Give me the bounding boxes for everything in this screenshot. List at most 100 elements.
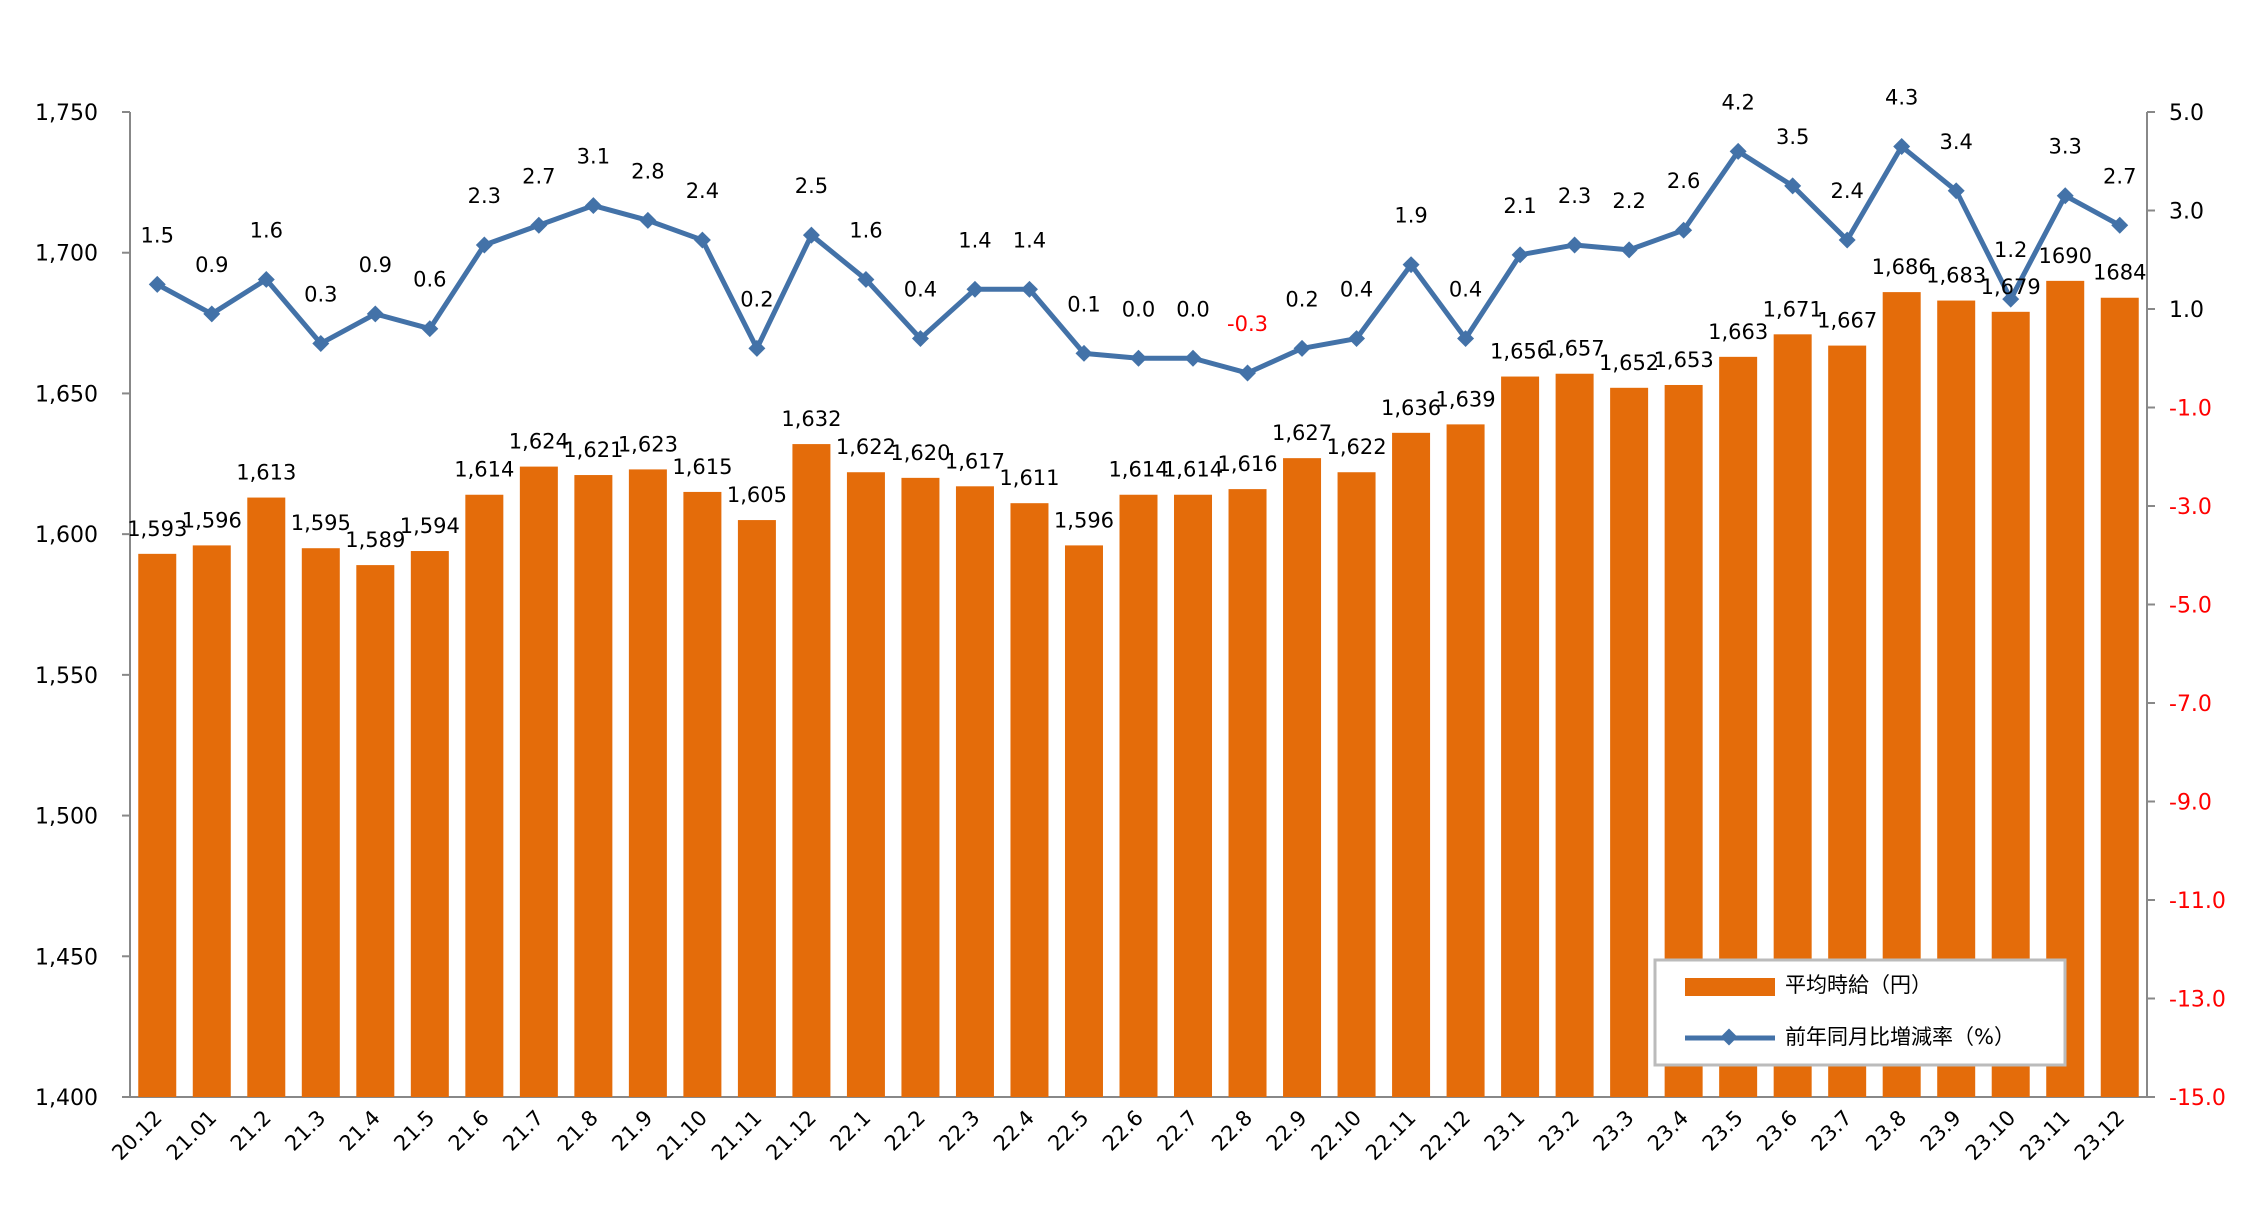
line-value-label: -0.3 [1227, 312, 1268, 336]
bar-value-label: 1,683 [1926, 264, 1986, 288]
bar-value-label: 1,621 [563, 438, 623, 462]
bar [628, 469, 667, 1097]
line-value-label: 1.5 [141, 223, 174, 247]
bar-value-label: 1,596 [1054, 508, 1114, 532]
line-value-label: 1.4 [958, 228, 991, 252]
x-tick-label: 23.11 [2015, 1106, 2074, 1165]
line-marker [421, 320, 439, 338]
bar-value-label: 1,614 [1163, 458, 1223, 482]
bar [1228, 489, 1267, 1098]
line-value-label: 2.4 [686, 179, 719, 203]
x-tick-label: 22.12 [1416, 1106, 1475, 1165]
line-marker [530, 216, 548, 234]
line-marker [366, 305, 384, 323]
bar [901, 477, 940, 1097]
bar [955, 486, 994, 1097]
bar [846, 472, 885, 1097]
right-tick-label: -11.0 [2169, 889, 2226, 914]
legend-bar-swatch [1685, 978, 1775, 996]
line-marker [1566, 236, 1584, 254]
line-marker [584, 197, 602, 215]
line-value-label: 3.4 [1939, 130, 1972, 154]
bar-value-label: 1,636 [1381, 396, 1441, 420]
line-value-label: 2.4 [1830, 179, 1863, 203]
line-value-label: 0.1 [1067, 292, 1100, 316]
data-labels: 1,5931,5961,6131,5951,5891,5941,6141,624… [127, 85, 2146, 552]
line-value-label: 0.2 [740, 287, 773, 311]
bar [1446, 424, 1485, 1097]
line-value-label: 2.8 [631, 159, 664, 183]
bar-value-label: 1,594 [400, 514, 460, 538]
line-value-label: 1.2 [1994, 238, 2027, 262]
line-marker [148, 275, 166, 293]
bar-value-label: 1,596 [182, 508, 242, 532]
x-tick-label: 22.11 [1361, 1106, 1420, 1165]
bar-value-label: 1,667 [1817, 309, 1877, 333]
x-tick-label: 23.10 [1961, 1106, 2020, 1165]
line-value-label: 2.7 [2103, 164, 2136, 188]
x-tick-label: 20.12 [107, 1106, 166, 1165]
line-value-label: 3.5 [1776, 125, 1809, 149]
right-tick-label: -7.0 [2169, 692, 2212, 717]
x-tick-label: 21.5 [389, 1106, 439, 1156]
x-tick-label: 21.9 [607, 1106, 657, 1156]
line-marker [802, 226, 820, 244]
right-tick-label: 1.0 [2169, 298, 2204, 323]
bar-value-label: 1,656 [1490, 340, 1550, 364]
bar [1501, 376, 1540, 1097]
legend-bar-label: 平均時給（円） [1785, 973, 1932, 997]
bar-value-label: 1,623 [618, 432, 678, 456]
x-tick-label: 22.5 [1043, 1106, 1093, 1156]
right-tick-label: 5.0 [2169, 101, 2204, 126]
x-tick-label: 21.6 [444, 1106, 494, 1156]
line-marker [639, 211, 657, 229]
bar [1283, 458, 1322, 1098]
left-tick-label: 1,450 [35, 945, 98, 970]
bar [247, 497, 286, 1097]
bar [1392, 432, 1431, 1097]
bar-value-label: 1,652 [1599, 351, 1659, 375]
line-marker [1184, 349, 1202, 367]
line-marker [748, 339, 766, 357]
right-tick-label: -13.0 [2169, 988, 2226, 1013]
x-tick-label: 21.2 [226, 1106, 276, 1156]
left-tick-label: 1,600 [35, 523, 98, 548]
bar-value-label: 1,686 [1872, 255, 1932, 279]
x-tick-label: 23.12 [2070, 1106, 2129, 1165]
x-tick-label: 22.6 [1098, 1106, 1148, 1156]
line-value-label: 4.2 [1721, 90, 1754, 114]
bar [465, 494, 504, 1097]
bar [410, 551, 449, 1097]
bar [1610, 387, 1649, 1097]
legend-box [1653, 958, 2067, 1067]
line-value-label: 0.9 [359, 253, 392, 277]
x-tick-label: 22.9 [1262, 1106, 1312, 1156]
line-value-label: 1.6 [250, 218, 283, 242]
bar-value-label: 1,614 [454, 458, 514, 482]
bar-value-label: 1,671 [1763, 297, 1823, 321]
line-value-label: 1.9 [1394, 204, 1427, 228]
left-tick-label: 1,500 [35, 805, 98, 830]
left-tick-label: 1,400 [35, 1086, 98, 1111]
x-tick-label: 23.6 [1752, 1106, 1802, 1156]
line-value-label: 2.6 [1667, 169, 1700, 193]
bar-value-label: 1,620 [890, 441, 950, 465]
left-tick-label: 1,650 [35, 382, 98, 407]
line-series [148, 137, 2129, 382]
bar [574, 475, 613, 1097]
line-value-label: 0.9 [195, 253, 228, 277]
line-value-label: 2.3 [1558, 184, 1591, 208]
x-tick-label: 22.7 [1153, 1106, 1203, 1156]
bar-value-label: 1,617 [945, 449, 1005, 473]
x-tick-label: 22.3 [934, 1106, 984, 1156]
line-value-label: 2.2 [1612, 189, 1645, 213]
line-marker [1293, 339, 1311, 357]
x-tick-label: 23.8 [1861, 1106, 1911, 1156]
line-value-label: 0.4 [904, 278, 937, 302]
bar-value-label: 1,605 [727, 483, 787, 507]
right-tick-label: -15.0 [2169, 1086, 2226, 1111]
legend: 平均時給（円） 前年同月比増減率（%） [1653, 958, 2067, 1067]
x-tick-label: 23.1 [1480, 1106, 1530, 1156]
bar-value-label: 1,615 [672, 455, 732, 479]
